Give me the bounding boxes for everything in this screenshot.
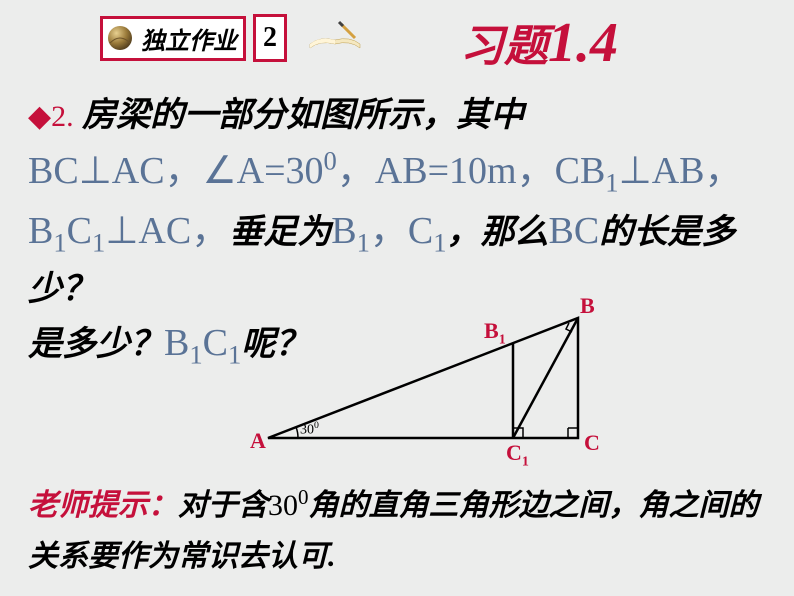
- problem-p2: BC⊥AC，∠A=300，AB=10m，CB1⊥AB，: [28, 150, 742, 192]
- problem-lead: ◆2.: [28, 100, 74, 133]
- page-title: 习题1.4: [460, 10, 618, 75]
- header-bar: 独立作业 2: [100, 14, 365, 62]
- problem-p9: B1，C1: [331, 210, 446, 252]
- hint-label: 老师提示：: [28, 489, 178, 522]
- teacher-hint: 老师提示：对于含300角的直角三角形边之间，角之间的关系要作为常识去认可.: [28, 480, 766, 582]
- badge-box: 独立作业: [100, 16, 246, 61]
- problem-p12: BC: [549, 210, 600, 252]
- problem-p14a: 是多少？: [28, 326, 164, 363]
- label-C1: C1: [506, 440, 529, 470]
- problem-p1: 房梁的一部分如图所示，其中: [82, 97, 524, 134]
- badge-text: 独立作业: [141, 21, 237, 56]
- hint-deg: 300: [268, 489, 309, 522]
- globe-icon: [105, 23, 135, 53]
- problem-p11: ，那么: [447, 214, 549, 251]
- label-C: C: [584, 430, 600, 456]
- label-A: A: [250, 428, 266, 454]
- geometry-diagram: A B C B1 C1 300: [258, 288, 628, 468]
- hint-a: 对于含: [178, 489, 268, 522]
- title-prefix: 习题: [460, 22, 548, 71]
- title-number: 1.4: [548, 12, 618, 74]
- problem-p14: B1C1: [164, 322, 241, 364]
- label-B1: B1: [484, 318, 506, 348]
- problem-p8: 垂足为: [229, 214, 331, 251]
- angle-label: 300: [300, 420, 319, 439]
- label-B: B: [580, 293, 595, 319]
- book-icon: [305, 16, 365, 61]
- badge-number: 2: [253, 14, 287, 62]
- problem-p5: B1C1⊥AC，: [28, 210, 229, 252]
